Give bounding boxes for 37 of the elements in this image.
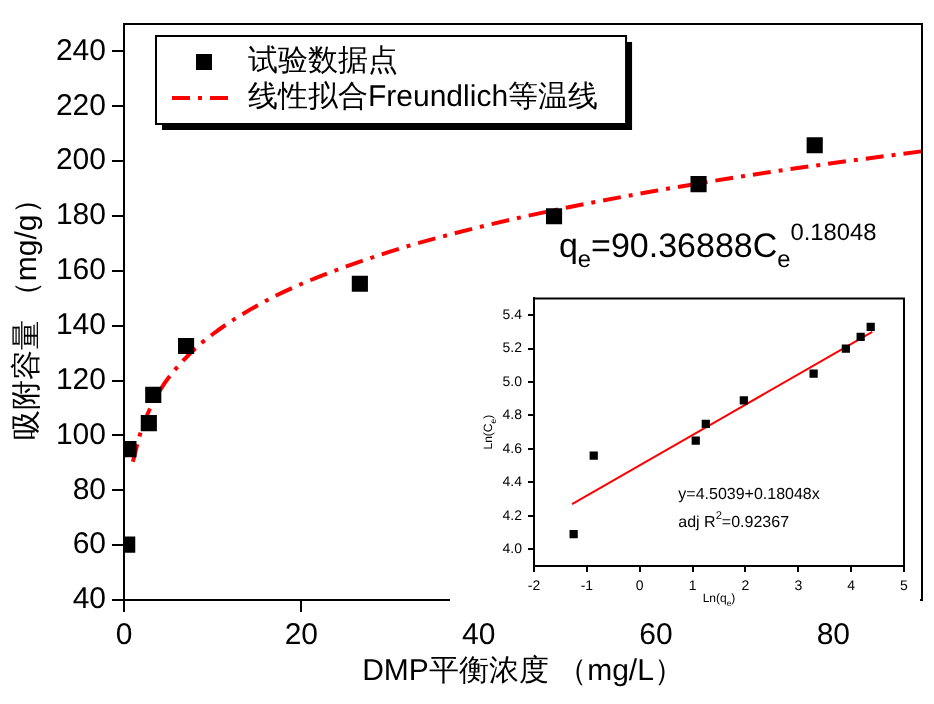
point — [866, 322, 875, 331]
point — [569, 530, 578, 539]
line-series — [130, 149, 922, 464]
point — [145, 386, 162, 403]
point — [691, 436, 700, 445]
x-tick-label: 60 — [639, 618, 673, 653]
point — [841, 344, 850, 353]
point — [589, 451, 598, 460]
y-axis-title: 吸附容量 （mg/g） — [10, 184, 44, 440]
x-tick-label: 20 — [284, 618, 319, 653]
y-tick-label: 160 — [55, 253, 106, 288]
point — [140, 415, 157, 432]
point — [806, 137, 823, 154]
point — [809, 369, 818, 378]
x-tick-label: 40 — [461, 618, 496, 653]
x-tick-label: 0 — [115, 618, 133, 653]
y-tick-label: 220 — [55, 88, 106, 123]
y-tick-label: 180 — [55, 198, 106, 233]
y-tick-label: 80 — [72, 472, 106, 507]
y-tick-label: 60 — [72, 527, 106, 562]
y-tick-label: 240 — [55, 33, 106, 68]
annotation: y=4.5039+0.18048x — [678, 485, 820, 504]
point — [739, 396, 748, 405]
point — [701, 419, 710, 428]
point — [351, 275, 368, 292]
y-tick-label: 200 — [55, 143, 106, 178]
legend-label: 试验数据点 — [248, 44, 398, 79]
y-tick-label: 120 — [55, 362, 106, 397]
point — [690, 176, 707, 193]
point — [856, 332, 865, 341]
legend-label: 线性拟合Freundlich等温线 — [248, 80, 599, 115]
y-tick-label: 140 — [55, 308, 106, 342]
point — [178, 337, 195, 355]
x-tick-label: 80 — [816, 618, 851, 653]
x-axis-title: DMP平衡浓度 （mg/L） — [362, 654, 684, 688]
point — [545, 208, 563, 225]
y-tick-label: 100 — [55, 417, 106, 452]
